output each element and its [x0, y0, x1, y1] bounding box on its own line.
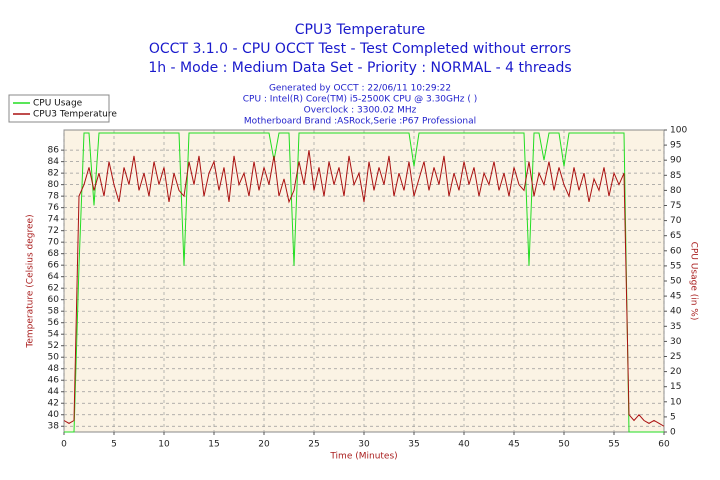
y2-tick-label: 70: [670, 216, 682, 226]
x-axis-label: Time (Minutes): [329, 452, 397, 462]
y-tick-label: 68: [48, 249, 60, 259]
x-tick-label: 35: [408, 440, 419, 450]
y2-tick-label: 10: [670, 397, 682, 407]
y2-tick-label: 20: [670, 367, 682, 377]
y-tick-label: 78: [48, 192, 60, 202]
legend-label: CPU Usage: [33, 99, 83, 109]
info-line: Overclock : 3300.02 MHz: [304, 106, 417, 116]
y-tick-label: 80: [48, 180, 60, 190]
y-tick-label: 62: [48, 284, 59, 294]
y-tick-label: 54: [48, 330, 60, 340]
y2-tick-label: 85: [670, 171, 681, 181]
series-line: [63, 150, 665, 427]
y2-tick-label: 80: [670, 186, 682, 196]
y2-tick-label: 60: [670, 246, 682, 256]
subtitle: OCCT 3.1.0 - CPU OCCT Test - Test Comple…: [149, 41, 571, 57]
x-tick-label: 10: [158, 440, 170, 450]
y2-tick-label: 75: [670, 201, 681, 211]
y2-tick-label: 50: [670, 277, 682, 287]
info-line: CPU : Intel(R) Core(TM) i5-2500K CPU @ 3…: [243, 95, 478, 105]
y-tick-label: 86: [48, 146, 60, 156]
y-tick-label: 76: [48, 203, 60, 213]
series-line: [64, 132, 664, 433]
y-tick-label: 56: [48, 318, 60, 328]
y-tick-label: 48: [48, 364, 60, 374]
y2-tick-label: 30: [670, 337, 682, 347]
y2-tick-label: 25: [670, 352, 681, 362]
y-tick-label: 72: [48, 226, 59, 236]
x-tick-label: 45: [508, 440, 519, 450]
info-line: Generated by OCCT : 22/06/11 10:29:22: [269, 84, 451, 94]
y2-tick-label: 45: [670, 292, 681, 302]
x-tick-label: 55: [608, 440, 619, 450]
y-tick-label: 38: [48, 422, 60, 432]
y-tick-label: 50: [48, 353, 60, 363]
y2-tick-label: 15: [670, 382, 681, 392]
y-tick-label: 58: [48, 307, 60, 317]
x-tick-label: 60: [658, 440, 670, 450]
x-tick-label: 40: [458, 440, 470, 450]
y2-tick-label: 5: [670, 412, 676, 422]
chart-title: CPU3 Temperature: [295, 22, 426, 38]
y2-axis-label: CPU Usage (in %): [689, 242, 699, 321]
y2-tick-label: 100: [670, 126, 687, 136]
y2-tick-label: 90: [670, 156, 682, 166]
subtitle: 1h - Mode : Medium Data Set - Priority :…: [148, 60, 571, 76]
x-tick-label: 15: [208, 440, 219, 450]
y-tick-label: 40: [48, 410, 60, 420]
x-tick-label: 0: [61, 440, 67, 450]
y2-tick-label: 40: [670, 307, 682, 317]
y-tick-label: 70: [48, 238, 60, 248]
y2-tick-label: 55: [670, 261, 681, 271]
x-tick-label: 30: [358, 440, 370, 450]
y-tick-label: 64: [48, 272, 60, 282]
legend-label: CPU3 Temperature: [33, 110, 117, 120]
y2-tick-label: 95: [670, 141, 681, 151]
y2-tick-label: 35: [670, 322, 681, 332]
x-tick-label: 5: [111, 440, 117, 450]
y-tick-label: 66: [48, 261, 60, 271]
y2-tick-label: 0: [670, 428, 676, 438]
y-tick-label: 46: [48, 376, 60, 386]
x-tick-label: 20: [258, 440, 270, 450]
y-axis-label: Temperature (Celsius degree): [26, 214, 36, 348]
x-tick-label: 50: [558, 440, 570, 450]
y-tick-label: 60: [48, 295, 60, 305]
y2-tick-label: 65: [670, 231, 681, 241]
y-tick-label: 42: [48, 399, 59, 409]
y-tick-label: 44: [48, 387, 60, 397]
info-line: Motherboard Brand :ASRock,Serie :P67 Pro…: [244, 117, 476, 127]
y-tick-label: 74: [48, 215, 60, 225]
y-tick-label: 52: [48, 341, 59, 351]
y-tick-label: 82: [48, 169, 59, 179]
x-tick-label: 25: [308, 440, 319, 450]
y-tick-label: 84: [48, 157, 60, 167]
legend-box: [8, 94, 110, 123]
